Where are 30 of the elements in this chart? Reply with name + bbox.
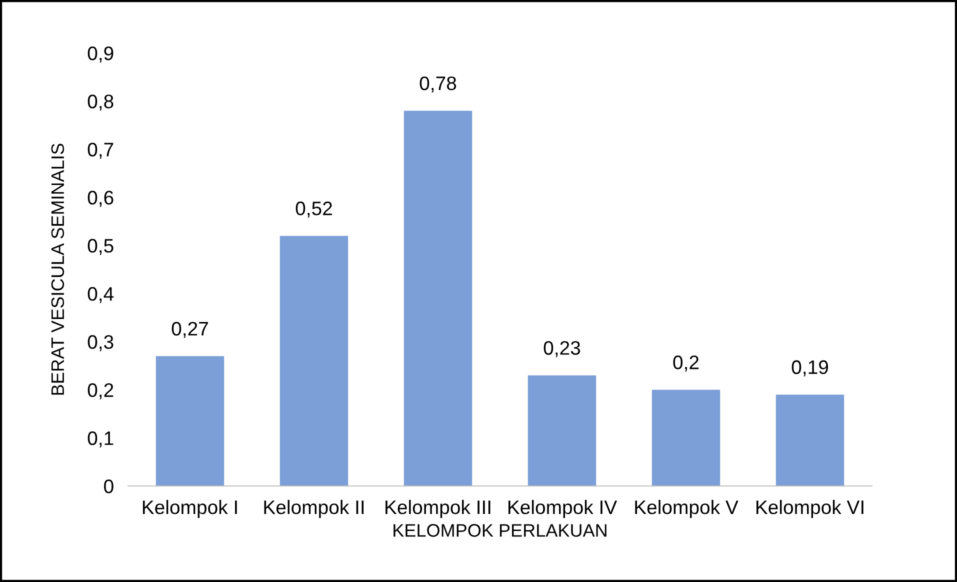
data-label: 0,52 [296, 202, 332, 218]
bar [156, 356, 224, 486]
y-tick-label: 0,8 [88, 94, 114, 111]
y-tick-label: 0,7 [88, 142, 114, 159]
data-label: 0,2 [673, 356, 699, 372]
y-tick-label: 0,3 [88, 335, 114, 352]
y-tick-label: 0,2 [88, 383, 114, 400]
x-tick-label: Kelompok VI [756, 500, 864, 518]
x-tick-label: Kelompok V [635, 500, 738, 518]
bar [652, 390, 720, 486]
y-tick-label: 0,5 [88, 238, 114, 255]
x-tick-label: Kelompok II [264, 500, 364, 518]
data-label: 0,23 [544, 341, 580, 358]
y-tick-label: 0,9 [88, 46, 114, 63]
y-tick-label: 0,4 [88, 287, 114, 304]
bar [404, 110, 472, 486]
y-axis-title: BERAT VESICULA SEMINALIS [51, 144, 64, 395]
y-tick-label: 0 [104, 479, 114, 494]
y-tick-label: 0,1 [88, 431, 114, 448]
data-label: 0,78 [420, 76, 456, 93]
bar [280, 236, 348, 486]
x-tick-label: Kelompok III [386, 500, 490, 518]
x-tick-label: Kelompok I [142, 500, 237, 518]
y-tick-label: 0,6 [88, 190, 114, 207]
data-label: 0,19 [792, 360, 828, 376]
data-label: 0,27 [172, 322, 208, 338]
x-tick-label: Kelompok IV [508, 500, 618, 518]
bar [776, 394, 844, 486]
bar [528, 375, 596, 486]
x-axis-title: KELOMPOK PERLAKUAN [394, 524, 606, 537]
